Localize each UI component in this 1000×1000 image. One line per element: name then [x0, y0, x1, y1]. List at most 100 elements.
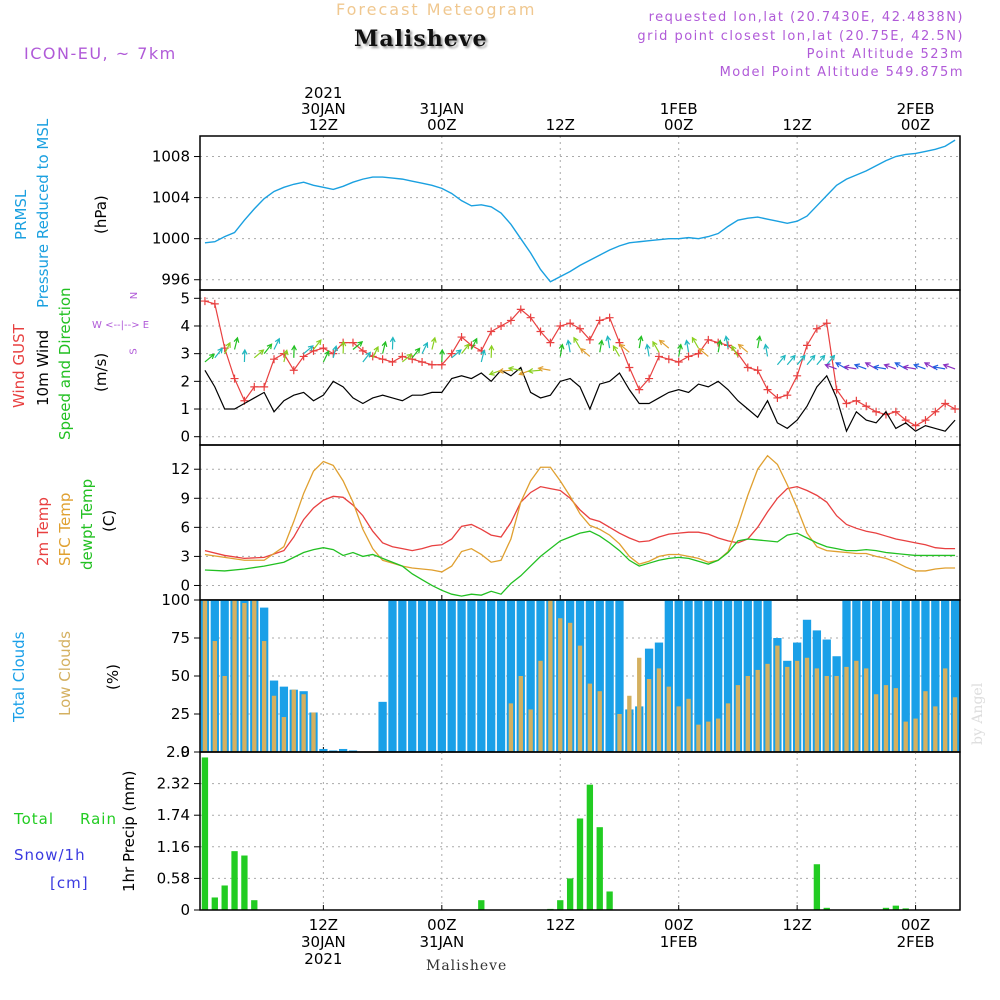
time-label-top: 31JAN [419, 100, 464, 118]
time-label-bottom: 12Z [546, 916, 575, 934]
wind-direction-arrow [598, 339, 604, 353]
total-clouds-bar [348, 750, 358, 752]
total-clouds-bar [506, 600, 516, 752]
wind-gust-point [487, 327, 496, 336]
precip-snow-unit: [cm] [50, 874, 89, 892]
wind-direction-arrow [853, 363, 867, 370]
low-clouds-bar [785, 666, 790, 752]
wind-direction-arrow [233, 336, 240, 350]
low-clouds-bar [202, 600, 208, 752]
total-clouds-bar [931, 600, 940, 752]
rain-bar [882, 907, 890, 910]
wind-direction-arrow [527, 368, 541, 374]
wind-direction-arrow [637, 335, 644, 349]
panel-border [199, 135, 961, 291]
low-clouds-bar [943, 668, 948, 752]
wind-gust-point [664, 355, 673, 364]
wind-gust-point [832, 385, 841, 394]
y-tick-label: 0 [180, 576, 190, 594]
wind-gust-point [566, 319, 575, 328]
low-clouds-bar [893, 688, 899, 752]
wind-gust-point [763, 385, 772, 394]
y-tick-label: 1.16 [157, 838, 190, 856]
total-clouds-bar [427, 600, 437, 752]
wind-direction-arrow [431, 336, 437, 350]
low-clouds-bar [834, 676, 839, 752]
low-clouds-bar [656, 668, 662, 752]
low-clouds-bar [617, 714, 622, 752]
precip-snow-label: Snow/1h [14, 846, 86, 864]
low-clouds-bar [538, 660, 543, 752]
wind-direction-arrow [451, 349, 462, 359]
total-clouds-bar [338, 748, 348, 752]
precipitation-panel: 0 0.58 1.16 1.74 2.32 2.9 [157, 743, 961, 919]
wind-direction-arrow [942, 363, 956, 370]
wind-gust-point [506, 316, 515, 325]
total-clouds-bar [319, 748, 328, 752]
wind-direction-arrow [756, 335, 762, 349]
wind-direction-arrow [731, 344, 739, 357]
low-clouds-bar [735, 685, 741, 752]
low-clouds-bar [577, 645, 583, 752]
temp-2m-line [204, 485, 956, 559]
y-tick-label: 9 [180, 489, 190, 507]
low-clouds-bar [232, 600, 237, 752]
wind-gust-point [210, 299, 219, 308]
wind-direction-arrow [381, 340, 388, 354]
wind-gust-point [497, 321, 506, 330]
rain-bar [576, 818, 584, 910]
pressure-series-line [204, 139, 956, 283]
low-clouds-bar [706, 721, 711, 752]
rain-bar [241, 855, 248, 910]
wind-direction-arrow [204, 353, 216, 363]
wind-direction-arrow [372, 345, 379, 359]
wind-direction-arrow [241, 348, 248, 362]
y-tick-label: 1 [180, 400, 190, 418]
y-tick-label: 75 [171, 629, 190, 647]
y-tick-label: 0 [180, 901, 190, 919]
wind-gust-point [270, 355, 279, 364]
pressure-panel: 996 1000 1004 1008 [152, 135, 961, 291]
total-clouds-bar [674, 600, 683, 752]
wind-gust-point [378, 355, 387, 364]
time-label-bottom: 12Z [782, 916, 811, 934]
y-tick-label: 996 [161, 271, 190, 289]
wind-direction-arrow [864, 362, 877, 370]
wind-direction-arrow [826, 354, 836, 366]
time-label-top: 00Z [664, 116, 693, 134]
low-clouds-bar [794, 660, 800, 752]
low-clouds-bar [854, 660, 859, 752]
wind-direction-arrow [716, 339, 723, 353]
wind-direction-arrow [507, 366, 521, 372]
wind-direction-arrow [322, 350, 330, 363]
rain-bar [478, 900, 485, 910]
rain-bar [251, 900, 258, 910]
time-label-top: 12Z [546, 116, 575, 134]
total-clouds-bar [398, 600, 407, 752]
low-clouds-bar [291, 689, 296, 752]
wind-gust-point [556, 321, 565, 330]
time-label-top: 2FEB [897, 100, 935, 118]
wind-gust-point [931, 407, 940, 416]
wind-direction-arrow [883, 363, 897, 370]
y-tick-label: 3 [180, 345, 190, 363]
wind-direction-arrow [806, 354, 816, 366]
low-clouds-bar [725, 703, 731, 752]
total-clouds-bar [437, 600, 446, 752]
wind-gust-point [615, 338, 624, 347]
low-clouds-bar [222, 676, 227, 752]
wind-direction-arrow [644, 343, 651, 357]
wind-gust-point [289, 366, 298, 375]
wind-gust-point [783, 391, 792, 400]
temp-sfc-line [204, 454, 956, 573]
wind-gust-point [743, 363, 752, 372]
total-clouds-bar [585, 600, 595, 752]
wind-gust-point [230, 374, 239, 383]
low-clouds-bar [271, 695, 277, 752]
low-clouds-bar [804, 657, 810, 752]
wind-direction-arrow [579, 347, 591, 357]
wind-gust-point [822, 319, 831, 328]
wind-gust-line [204, 300, 956, 427]
wind-direction-arrow [619, 343, 630, 353]
